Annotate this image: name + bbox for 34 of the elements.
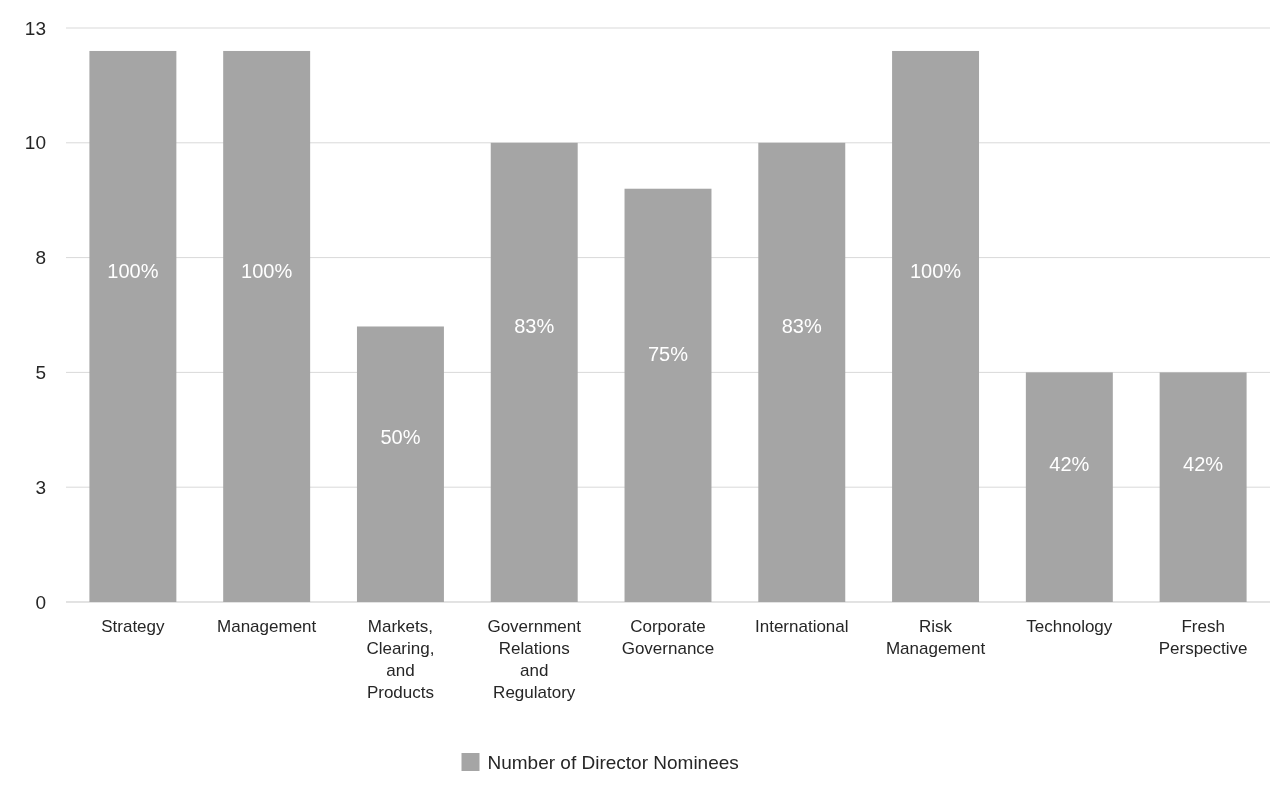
x-tick-label: Fresh Perspective <box>1158 617 1248 659</box>
annotation: 83% <box>781 315 823 338</box>
annotation: 42% <box>1049 453 1090 476</box>
annotation: 100% <box>909 260 962 283</box>
annotation: 75% <box>647 343 689 366</box>
bar <box>89 50 177 602</box>
annotation: 100% <box>241 260 293 283</box>
x-tick-label: Risk Management <box>885 617 986 659</box>
legend-label: Number of Director Nominees <box>487 751 739 773</box>
x-tick-label: Markets, Clearing, and Products <box>366 617 435 703</box>
x-tick-label: Strategy <box>101 617 166 636</box>
annotation: 100% <box>107 260 159 283</box>
bar <box>490 142 578 602</box>
annotation: 83% <box>514 315 555 338</box>
annotation: 50% <box>380 425 421 448</box>
y-tick-label: 3 <box>35 476 46 498</box>
y-tick-label: 5 <box>35 362 46 384</box>
bar <box>1159 372 1247 602</box>
y-tick-label: 8 <box>35 247 46 269</box>
bar <box>356 326 444 602</box>
bar <box>892 50 980 602</box>
bar <box>1025 372 1113 602</box>
x-tick-label: International <box>754 617 849 636</box>
bar <box>758 142 846 602</box>
x-tick-label: Technology <box>1026 617 1113 636</box>
x-tick-label: Management <box>217 617 317 636</box>
y-tick-label: 10 <box>24 132 46 154</box>
x-tick-label: Government Relations and Regulatory <box>487 617 582 703</box>
bar <box>223 50 311 602</box>
y-tick-label: 0 <box>35 591 46 613</box>
y-tick-label: 13 <box>24 17 46 39</box>
bar <box>624 188 712 602</box>
x-tick-label: Corporate Governance <box>621 617 715 659</box>
annotation: 42% <box>1183 453 1224 476</box>
